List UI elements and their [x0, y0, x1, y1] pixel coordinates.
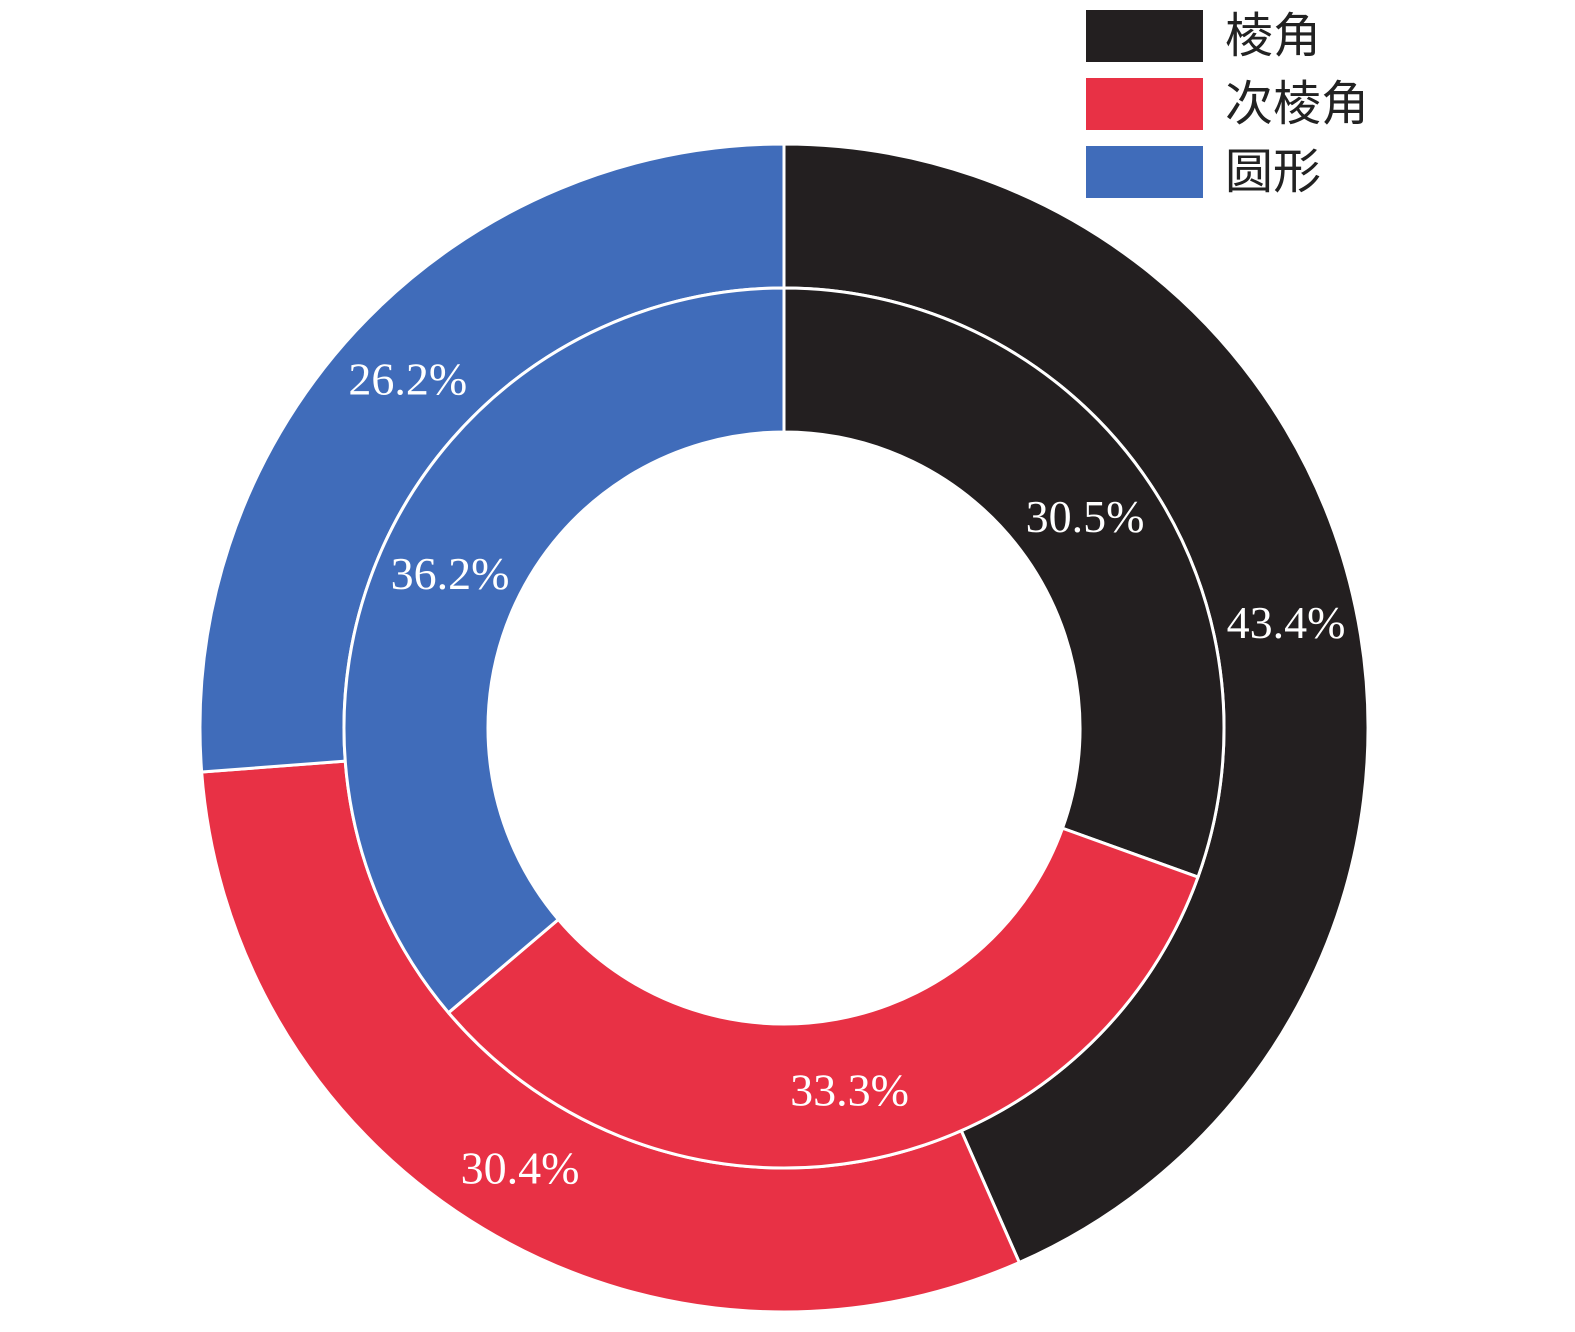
legend-swatch-angular [1086, 10, 1203, 62]
outer-label-round: 26.2% [348, 354, 467, 405]
inner-slice-subangular [446, 826, 1200, 1170]
legend: 棱角 次棱角 圆形 [1086, 2, 1426, 206]
legend-label-subangular: 次棱角 [1225, 76, 1370, 132]
legend-item-subangular: 次棱角 [1086, 70, 1426, 138]
inner-ring [342, 286, 1226, 1170]
inner-label-subangular: 33.3% [790, 1065, 909, 1116]
legend-swatch-subangular [1086, 78, 1203, 130]
outer-label-angular: 43.4% [1227, 597, 1346, 648]
legend-label-angular: 棱角 [1225, 8, 1322, 64]
inner-label-round: 36.2% [391, 548, 510, 599]
legend-label-round: 圆形 [1225, 144, 1322, 200]
legend-swatch-round [1086, 146, 1203, 198]
legend-item-angular: 棱角 [1086, 2, 1426, 70]
outer-label-subangular: 30.4% [461, 1142, 580, 1193]
legend-item-round: 圆形 [1086, 138, 1426, 206]
slice-labels: 43.4% 30.4% 26.2% 30.5% 33.3% 36.2% [348, 354, 1345, 1194]
inner-slice-round [342, 286, 786, 1015]
inner-label-angular: 30.5% [1026, 491, 1145, 542]
inner-slice-angular [782, 286, 1226, 879]
